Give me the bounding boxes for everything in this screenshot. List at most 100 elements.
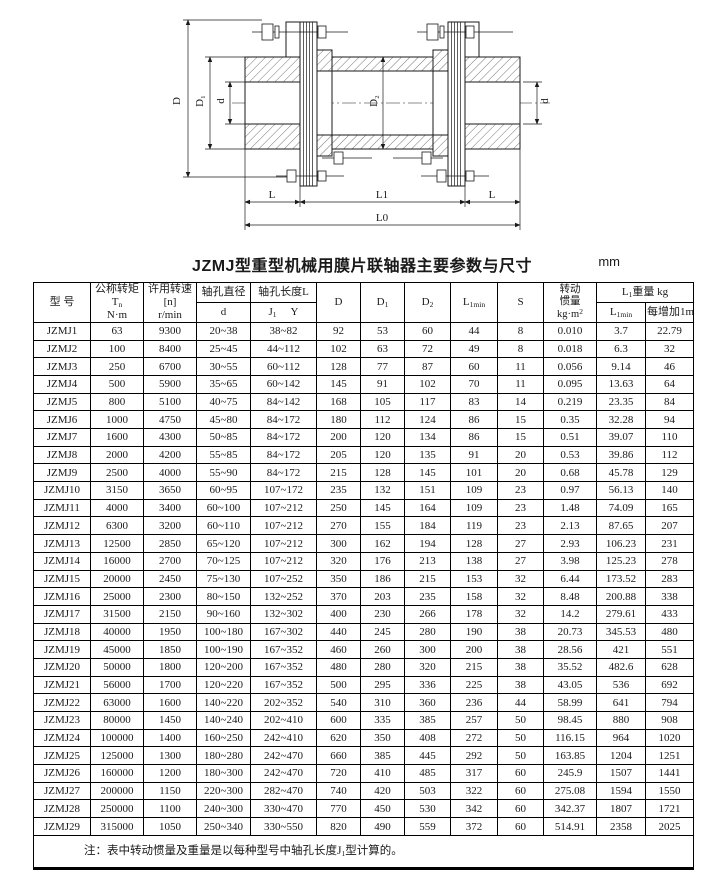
cell: 151: [404, 481, 451, 500]
cell: 132~302: [250, 604, 317, 624]
cell: 279.61: [596, 604, 646, 624]
table-row: JZMJ11 4000 3400 60~100 107~212 250 145 164 109 2…: [33, 498, 695, 518]
table-row: JZMJ3 250 6700 30~55 60~112 128 77 87 60 11 0.056 9…: [33, 357, 695, 376]
right-hub-hatch-bottom: [464, 123, 521, 150]
cell: 820: [316, 817, 361, 836]
cell: 138: [450, 551, 498, 571]
cell: 8: [497, 321, 544, 341]
cell: 2500: [90, 463, 144, 483]
table-row: JZMJ27 200000 1150 220~300 282~470 740 420 503 3…: [33, 781, 695, 801]
cell: 0.095: [543, 374, 597, 394]
cell: 107~172: [250, 481, 317, 500]
cell: 20000: [90, 569, 144, 589]
header-bore-diameter: 轴孔直径: [196, 282, 251, 303]
cell: 530: [404, 799, 451, 819]
cell: 272: [450, 728, 498, 748]
cell: 74.09: [596, 498, 646, 518]
table-row: JZMJ6 1000 4750 45~80 84~172 180 112 124 86 15 0.3…: [33, 410, 695, 430]
cell: 84: [644, 392, 695, 412]
left-top-bolt: [252, 23, 348, 41]
table-row: JZMJ4 500 5900 35~65 60~142 145 91 102 70 11 0.095…: [33, 374, 695, 394]
cell: 1050: [143, 817, 197, 836]
cell: 55~90: [196, 463, 251, 483]
coupling-drawing-svg: D D₁ d D₂ d L L1 L L0: [171, 19, 551, 230]
header-inertia: 转动 惯量 kg·m2: [543, 282, 597, 323]
table-row: JZMJ7 1600 4300 50~85 84~172 200 120 134 86 15 0.5…: [33, 428, 695, 447]
cell: 40~75: [196, 392, 251, 412]
cell: 540: [316, 693, 361, 713]
cell: 250: [316, 498, 361, 518]
cell: 551: [644, 640, 695, 659]
cell: 200: [316, 428, 361, 447]
cell: 250: [90, 357, 144, 376]
cell: 120: [360, 445, 405, 465]
cell: 186: [360, 569, 405, 589]
cell: 320: [316, 551, 361, 571]
table-body: JZMJ1 63 9300 20~38 38~82 92 53 60 44 8 0.010 3.7 22…: [33, 321, 695, 836]
cell: 480: [316, 657, 361, 677]
cell: JZMJ20: [33, 657, 91, 677]
header-L1-weight: L1重量 kg: [595, 282, 695, 303]
cell: 330~470: [250, 799, 317, 819]
cell: 110: [644, 428, 695, 447]
cell: 215: [404, 569, 451, 589]
header-D2: D2: [404, 282, 451, 323]
cell: 282~470: [250, 781, 317, 801]
cell: 257: [450, 711, 498, 730]
cell: 14.2: [543, 604, 597, 624]
cell: 100000: [90, 728, 144, 748]
cell: 12500: [90, 534, 144, 553]
table-header: 型 号 公称转矩 Tn N·m 许用转速 [n] r/min 轴孔直径 轴孔长度…: [33, 282, 695, 323]
cell: 740: [316, 781, 361, 801]
cell: 800: [90, 392, 144, 412]
cell: 101: [450, 463, 498, 483]
cell: 460: [316, 640, 361, 659]
table-row: JZMJ8 2000 4200 55~85 84~172 205 120 135 91 20 0.5…: [33, 445, 695, 465]
cell: 20: [497, 463, 544, 483]
cell: 60: [497, 781, 544, 801]
cell: 1600: [143, 693, 197, 713]
cell: 2700: [143, 551, 197, 571]
cell: 15: [497, 410, 544, 430]
cell: 87.65: [596, 516, 646, 536]
cell: 207: [644, 516, 695, 536]
table-row: JZMJ13 12500 2850 65~120 107~212 300 162 194 128…: [33, 534, 695, 553]
cell: 80~150: [196, 587, 251, 606]
header-D1: D1: [360, 282, 405, 323]
cell: 4750: [143, 410, 197, 430]
cell: 38~82: [250, 321, 317, 341]
cell: 794: [644, 693, 695, 713]
cell: 50: [497, 728, 544, 748]
dim-label-L-right: L: [489, 189, 496, 201]
cell: 490: [360, 817, 405, 836]
cell: 559: [404, 817, 451, 836]
cell: 275.08: [543, 781, 597, 801]
cell: 336: [404, 675, 451, 695]
cell: 8.48: [543, 587, 597, 606]
table-row: JZMJ24 100000 1400 160~250 242~410 620 350 408 2…: [33, 728, 695, 748]
cell: 190: [450, 622, 498, 642]
table-row: JZMJ25 125000 1300 180~280 242~470 660 385 445 2…: [33, 746, 695, 766]
cell: 360: [404, 693, 451, 713]
cell: 660: [316, 746, 361, 766]
cell: 202~352: [250, 693, 317, 713]
cell: 140~240: [196, 711, 251, 730]
page-title: JZMJ型重型机械用膜片联轴器主要参数与尺寸: [192, 258, 532, 275]
cell: JZMJ13: [33, 534, 91, 553]
cell: JZMJ17: [33, 604, 91, 624]
cell: 173.52: [596, 569, 646, 589]
header-weight-L1min: L1min: [596, 301, 646, 323]
cell: 0.056: [543, 357, 597, 376]
cell: 180~280: [196, 746, 251, 766]
table-row: JZMJ19 45000 1850 100~190 167~352 460 260 300 20…: [33, 640, 695, 659]
cell: 13.63: [596, 374, 646, 394]
cell: 32.28: [596, 410, 646, 430]
cell: 0.51: [543, 428, 597, 447]
cell: 32: [644, 339, 695, 359]
cell: 4300: [143, 428, 197, 447]
header-d: d: [196, 301, 251, 323]
cell: 167~352: [250, 657, 317, 677]
cell: 720: [316, 764, 361, 783]
cell: 180~300: [196, 764, 251, 783]
dim-label-L0: L0: [376, 212, 389, 224]
